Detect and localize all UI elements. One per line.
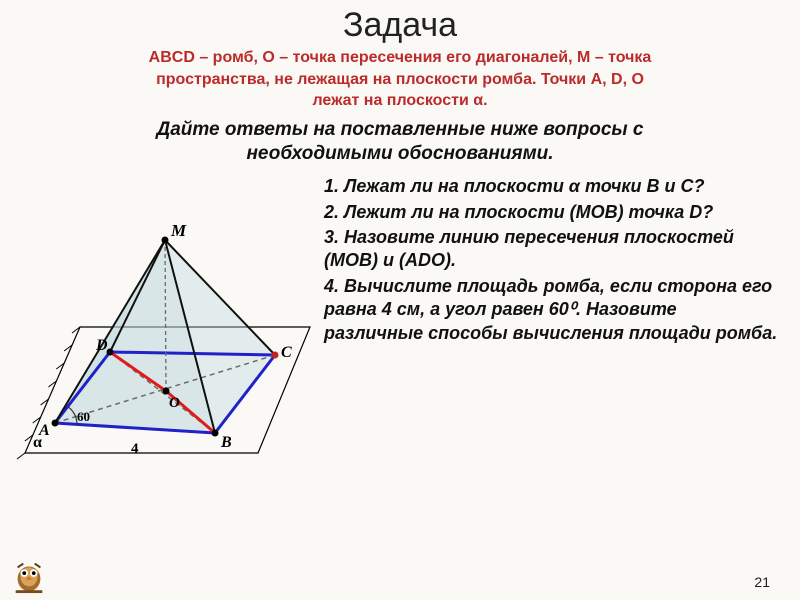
given-line-3: лежат на плоскости α. [312, 92, 487, 109]
svg-text:α: α [33, 434, 42, 451]
svg-text:B: B [220, 434, 232, 451]
svg-text:C: C [281, 344, 292, 361]
svg-text:M: M [170, 221, 187, 240]
instruction-text: Дайте ответы на поставленные ниже вопрос… [0, 112, 800, 167]
slide-title: Задача [0, 0, 800, 45]
owl-icon [10, 556, 48, 594]
svg-text:D: D [95, 337, 108, 354]
problem-given: ABCD – ромб, О – точка пересечения его д… [0, 45, 800, 112]
svg-text:4: 4 [131, 441, 139, 457]
questions-block: 1. Лежат ли на плоскости α точки В и С? … [320, 175, 780, 485]
instruction-line-1: Дайте ответы на поставленные ниже вопрос… [156, 119, 643, 140]
svg-text:O: O [169, 395, 180, 411]
question-1: 1. Лежат ли на плоскости α точки В и С? [324, 175, 780, 198]
page-number: 21 [754, 574, 770, 590]
question-2: 2. Лежит ли на плоскости (МОВ) точка D? [324, 201, 780, 224]
given-line-2: пространства, не лежащая на плоскости ро… [156, 71, 644, 88]
given-line-1: ABCD – ромб, О – точка пересечения его д… [149, 49, 652, 66]
question-4: 4. Вычислите площадь ромба, если сторона… [324, 275, 780, 345]
geometry-diagram: MABCDO604α [10, 205, 320, 485]
instruction-line-2: необходимыми обоснованиями. [246, 143, 553, 164]
question-3: 3. Назовите линию пересечения плоскостей… [324, 226, 780, 273]
svg-text:60: 60 [77, 409, 90, 424]
